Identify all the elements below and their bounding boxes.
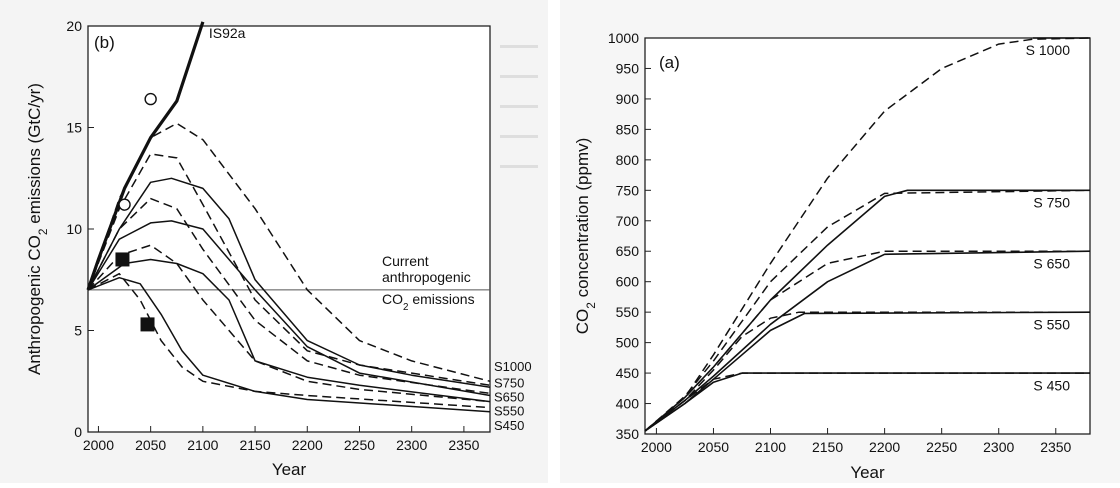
series-end-label: S550 — [494, 404, 524, 419]
y-tick-label: 500 — [616, 335, 640, 351]
x-tick-label: 2200 — [292, 437, 323, 453]
y-tick-label: 15 — [66, 120, 82, 136]
x-tick-label: 2150 — [239, 437, 270, 453]
series-end-label: S 750 — [1033, 194, 1070, 210]
label-part: 2 — [36, 228, 50, 235]
label-part: 2 — [403, 301, 408, 312]
y-tick-label: 600 — [616, 274, 640, 290]
x-tick-label: 2100 — [187, 437, 218, 453]
y-tick-label: 850 — [616, 121, 640, 137]
series-line-s1000 — [87, 122, 491, 383]
scan-artifact — [500, 105, 538, 108]
series-end-label: S750 — [494, 375, 524, 390]
y-tick-label: 800 — [616, 152, 640, 168]
plot-frame — [644, 37, 1091, 435]
series-line-s650 — [87, 197, 491, 395]
annotation-line-2: anthropogenic — [382, 269, 471, 285]
annotation-line-1: Current — [382, 253, 429, 269]
y-tick-label: 550 — [616, 304, 640, 320]
x-tick-label: 2250 — [926, 439, 957, 455]
x-tick-label: 2300 — [396, 437, 427, 453]
y-tick-label: 650 — [616, 243, 640, 259]
x-tick-label: 2050 — [135, 437, 166, 453]
panel-label: (b) — [94, 33, 115, 52]
label-part: Anthropogenic CO — [25, 235, 44, 375]
series-end-label: S 450 — [1033, 377, 1070, 393]
x-tick-label: 2300 — [983, 439, 1014, 455]
x-tick-label: 2350 — [448, 437, 479, 453]
filled-square-marker — [115, 252, 130, 267]
label-part: emissions (GtC/yr) — [25, 83, 44, 228]
series-line-s450 — [87, 276, 491, 413]
series-line-s450 — [87, 272, 491, 409]
label-part: concentration (ppmv) — [573, 138, 592, 302]
series-label-is92a: IS92a — [209, 25, 246, 41]
series-line-s550 — [87, 258, 491, 403]
x-axis-title: Year — [850, 463, 885, 482]
y-tick-label: 400 — [616, 396, 640, 412]
emissions-chart-panel: 2000 2050 2100 2150 2200 2250 2300 2350 0 5 10 15 20… — [0, 0, 548, 483]
y-tick-label: 20 — [66, 18, 82, 34]
x-tick-label: 2000 — [83, 437, 114, 453]
y-tick-label: 0 — [74, 424, 82, 440]
y-tick-label: 700 — [616, 213, 640, 229]
y-axis-title: Anthropogenic CO2 emissions (GtC/yr) — [25, 83, 50, 375]
open-circle-marker — [118, 198, 131, 211]
x-tick-label: 2050 — [698, 439, 729, 455]
scan-artifact — [500, 75, 538, 78]
concentration-chart-panel: 2000 2050 2100 2150 2200 2250 2300 2350 350 400 45… — [560, 0, 1120, 483]
label-part: emissions — [408, 291, 474, 307]
y-axis-title: CO2 concentration (ppmv) — [573, 138, 598, 335]
x-axis-title: Year — [272, 460, 307, 479]
series-line-s750 — [87, 153, 491, 387]
concentration-chart: 2000 2050 2100 2150 2200 2250 2300 2350 350 400 45… — [573, 30, 1091, 482]
y-tick-label: 10 — [66, 221, 82, 237]
x-tick-label: 2350 — [1040, 439, 1071, 455]
y-tick-label: 350 — [616, 426, 640, 442]
series-line-s1000 — [644, 37, 1091, 432]
panel-label: (a) — [659, 53, 680, 72]
y-tick-label: 750 — [616, 182, 640, 198]
x-tick-label: 2200 — [869, 439, 900, 455]
label-part: 2 — [584, 302, 598, 309]
open-circle-marker — [144, 92, 157, 106]
annotation-line-3: CO2 emissions — [382, 291, 475, 313]
series-line-s450 — [644, 372, 1090, 432]
scan-artifact — [500, 45, 538, 48]
y-tick-label: 450 — [616, 365, 640, 381]
series-end-label: S1000 — [494, 359, 532, 374]
series-end-label: S650 — [494, 389, 524, 404]
emissions-chart: 2000 2050 2100 2150 2200 2250 2300 2350 0 5 10 15 20… — [25, 18, 538, 479]
filled-square-marker — [140, 317, 155, 332]
series-end-label: S450 — [494, 418, 524, 433]
label-part: CO — [382, 291, 403, 307]
x-tick-label: 2000 — [641, 439, 672, 455]
y-tick-label: 1000 — [608, 30, 639, 46]
y-tick-label: 5 — [74, 323, 82, 339]
series-line-s550 — [87, 244, 491, 403]
x-tick-label: 2100 — [755, 439, 786, 455]
scan-artifact — [500, 135, 538, 138]
series-end-label: S 650 — [1033, 255, 1070, 271]
series-end-label: S 1000 — [1026, 42, 1071, 58]
x-tick-label: 2250 — [344, 437, 375, 453]
y-tick-label: 950 — [616, 60, 640, 76]
series-line-is92a — [86, 21, 205, 291]
label-part: CO — [573, 309, 592, 335]
x-tick-label: 2150 — [812, 439, 843, 455]
series-line-s750 — [644, 189, 1091, 432]
series-end-label: S 550 — [1033, 316, 1070, 332]
scan-artifact — [500, 165, 538, 168]
y-tick-label: 900 — [616, 91, 640, 107]
series-line-s650 — [87, 220, 491, 397]
